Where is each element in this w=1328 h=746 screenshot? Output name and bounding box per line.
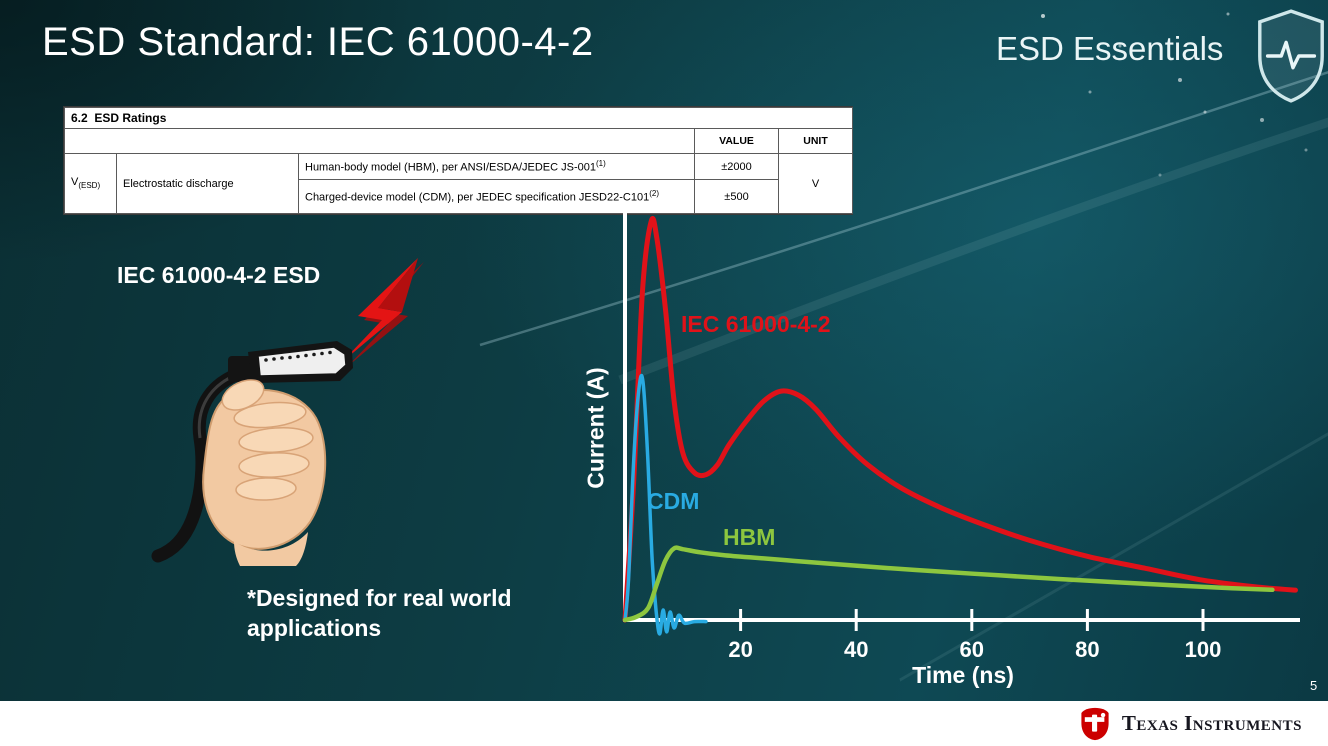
param-name-cell: Electrostatic discharge xyxy=(116,153,299,214)
series-label-iec: IEC 61000-4-2 xyxy=(681,311,831,337)
row-description: Charged-device model (CDM), per JEDEC sp… xyxy=(298,179,695,214)
footnote-superscript: (1) xyxy=(596,159,606,169)
row-value: ±2000 xyxy=(694,153,779,180)
ti-logo-text: Texas Instruments xyxy=(1121,711,1302,735)
svg-text:80: 80 xyxy=(1075,637,1099,662)
y-axis-title: Current (A) xyxy=(582,367,609,489)
header-spacer-cell xyxy=(64,128,695,154)
x-axis-title: Time (ns) xyxy=(912,662,1014,688)
hand-illustration xyxy=(202,379,327,566)
page-title: ESD Standard: IEC 61000-4-2 xyxy=(42,20,594,64)
param-symbol-cell: V(ESD) xyxy=(64,153,117,214)
table-section-row: 6.2 ESD Ratings xyxy=(63,107,854,129)
esd-shield-icon xyxy=(1258,9,1324,103)
swoosh-line xyxy=(899,432,1328,682)
note-line: *Designed for real world xyxy=(247,585,512,611)
param-symbol: V xyxy=(71,176,79,189)
designed-note: *Designed for real world applications xyxy=(247,584,512,644)
table-section-title: ESD Ratings xyxy=(94,111,167,125)
row-description: Human-body model (HBM), per ANSI/ESDA/JE… xyxy=(298,153,695,180)
note-line: applications xyxy=(247,614,382,641)
svg-text:100: 100 xyxy=(1185,637,1222,662)
table-section-number: 6.2 xyxy=(71,111,88,125)
brand-title: ESD Essentials xyxy=(996,30,1224,67)
column-header-unit: UNIT xyxy=(777,128,854,154)
param-symbol-subscript: (ESD) xyxy=(78,181,101,191)
ti-logo-icon xyxy=(1081,707,1109,740)
lightning-bolt-icon xyxy=(342,258,424,366)
cable-illustration xyxy=(151,367,245,563)
hdmi-connector-illustration xyxy=(228,341,353,383)
row-value: ±500 xyxy=(694,179,779,214)
series-label-hbm: HBM xyxy=(723,524,776,550)
esd-ratings-table: 6.2 ESD Ratings VALUE UNIT V(ESD) Electr… xyxy=(63,106,854,215)
footnote-superscript: (2) xyxy=(649,189,659,199)
series-label-cdm: CDM xyxy=(647,488,700,514)
svg-text:20: 20 xyxy=(728,637,752,662)
page-number: 5 xyxy=(1310,678,1318,693)
unit-value: V xyxy=(777,153,854,214)
column-header-value: VALUE xyxy=(694,128,779,154)
svg-text:40: 40 xyxy=(844,637,868,662)
svg-text:60: 60 xyxy=(960,637,984,662)
iec-esd-caption: IEC 61000-4-2 ESD xyxy=(117,262,321,288)
footer-bar: Texas Instruments xyxy=(0,701,1328,746)
